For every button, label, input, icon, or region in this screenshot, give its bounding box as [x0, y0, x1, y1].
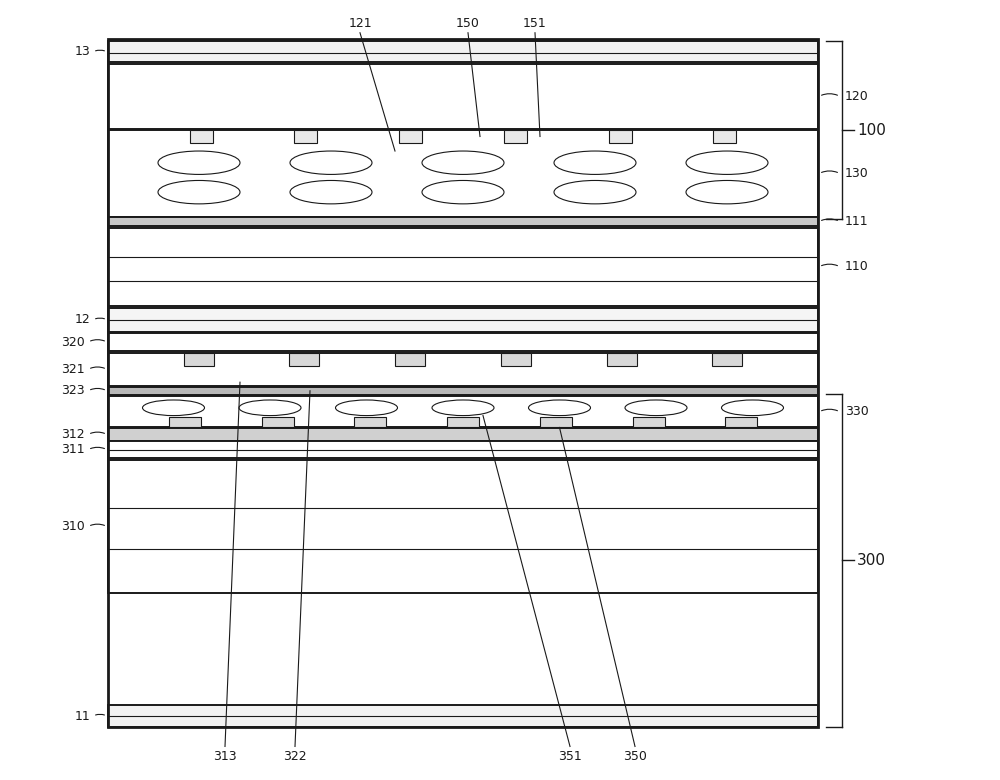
- Text: 100: 100: [857, 122, 886, 138]
- Text: 12: 12: [74, 314, 90, 326]
- Ellipse shape: [722, 400, 784, 416]
- FancyArrowPatch shape: [822, 94, 837, 95]
- Bar: [609, 130, 632, 143]
- Ellipse shape: [432, 400, 494, 416]
- Text: 320: 320: [61, 335, 85, 349]
- Text: 150: 150: [456, 16, 480, 30]
- Bar: [108, 460, 818, 593]
- Text: 120: 120: [845, 90, 869, 103]
- Text: 110: 110: [845, 261, 869, 273]
- Bar: [713, 130, 736, 143]
- Bar: [190, 130, 213, 143]
- Bar: [607, 353, 637, 366]
- Bar: [395, 353, 425, 366]
- Ellipse shape: [422, 151, 504, 175]
- Bar: [184, 353, 214, 366]
- Ellipse shape: [686, 151, 768, 175]
- Text: 350: 350: [623, 750, 647, 764]
- Bar: [108, 353, 818, 386]
- Bar: [712, 353, 742, 366]
- Bar: [633, 417, 665, 427]
- FancyArrowPatch shape: [91, 432, 104, 434]
- Bar: [262, 417, 294, 427]
- Text: 313: 313: [213, 750, 237, 764]
- Bar: [108, 39, 818, 727]
- Bar: [399, 130, 422, 143]
- Text: 330: 330: [845, 406, 869, 418]
- Bar: [108, 217, 818, 226]
- Ellipse shape: [239, 400, 301, 416]
- FancyArrowPatch shape: [91, 339, 104, 341]
- FancyArrowPatch shape: [822, 410, 837, 411]
- Ellipse shape: [290, 180, 372, 204]
- Bar: [501, 353, 531, 366]
- Bar: [108, 333, 818, 351]
- FancyArrowPatch shape: [91, 367, 104, 368]
- FancyArrowPatch shape: [822, 219, 837, 221]
- Ellipse shape: [554, 151, 636, 175]
- Bar: [289, 353, 319, 366]
- Text: 311: 311: [61, 443, 85, 456]
- Text: 321: 321: [61, 363, 85, 376]
- Ellipse shape: [143, 400, 205, 416]
- Bar: [725, 417, 757, 427]
- Ellipse shape: [422, 180, 504, 204]
- Ellipse shape: [158, 151, 240, 175]
- FancyArrowPatch shape: [822, 171, 837, 172]
- Bar: [108, 428, 818, 441]
- Bar: [540, 417, 572, 427]
- Ellipse shape: [158, 180, 240, 204]
- Text: 351: 351: [558, 750, 582, 764]
- Bar: [169, 417, 201, 427]
- Text: 312: 312: [61, 428, 85, 441]
- Bar: [108, 308, 818, 332]
- Ellipse shape: [686, 180, 768, 204]
- Text: 300: 300: [857, 553, 886, 568]
- Text: 130: 130: [845, 167, 869, 180]
- Text: 323: 323: [61, 385, 85, 397]
- Text: 310: 310: [61, 520, 85, 533]
- Bar: [447, 417, 479, 427]
- Ellipse shape: [290, 151, 372, 175]
- Bar: [108, 396, 818, 427]
- Ellipse shape: [625, 400, 687, 416]
- FancyArrowPatch shape: [822, 264, 837, 266]
- Bar: [108, 41, 818, 62]
- Ellipse shape: [528, 400, 590, 416]
- FancyArrowPatch shape: [91, 388, 104, 390]
- Bar: [354, 417, 386, 427]
- Ellipse shape: [336, 400, 398, 416]
- Bar: [108, 387, 818, 395]
- Bar: [108, 705, 818, 727]
- Bar: [108, 228, 818, 306]
- Text: 151: 151: [523, 16, 547, 30]
- Bar: [108, 441, 818, 458]
- Text: 11: 11: [74, 710, 90, 722]
- Text: 121: 121: [348, 16, 372, 30]
- Bar: [504, 130, 527, 143]
- Text: 111: 111: [845, 215, 869, 228]
- Bar: [294, 130, 317, 143]
- Text: 13: 13: [74, 45, 90, 58]
- Ellipse shape: [554, 180, 636, 204]
- Text: 322: 322: [283, 750, 307, 764]
- Bar: [108, 130, 818, 217]
- Bar: [108, 64, 818, 129]
- FancyArrowPatch shape: [91, 524, 104, 526]
- FancyArrowPatch shape: [91, 447, 104, 448]
